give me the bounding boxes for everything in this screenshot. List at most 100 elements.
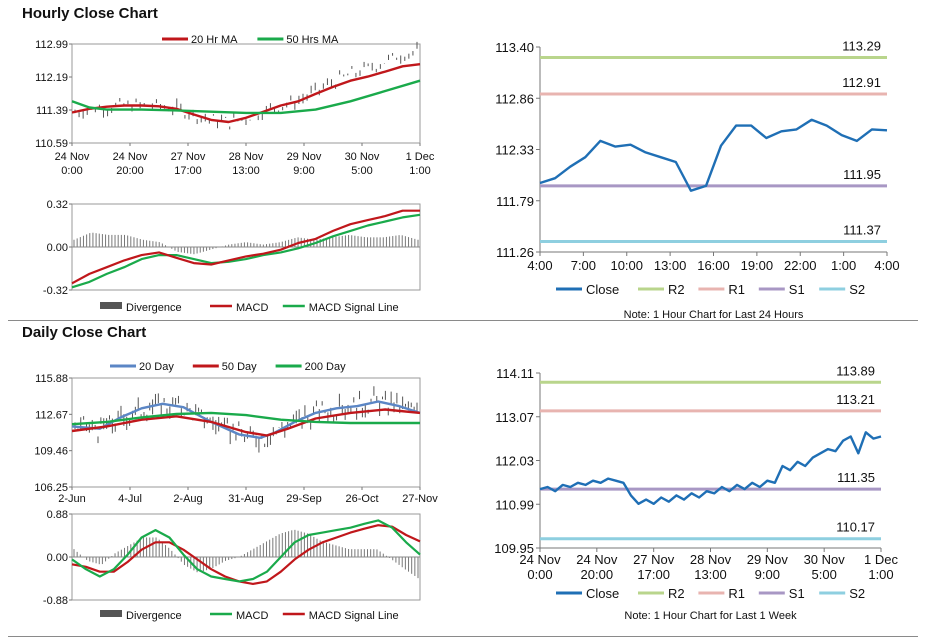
hourly-price-x-tick-label: 30 Nov [345,151,380,163]
hourly-close-x-tick-label: 10:00 [610,258,643,273]
daily-close-x-tick-label: 5:00 [812,567,837,582]
hourly-close-legend-label: S2 [849,282,865,297]
hourly-price-x-tick-label: 24 Nov [55,151,90,163]
hourly-price-legend-label: 50 Hrs MA [286,34,339,46]
daily-price-y-tick-label: 112.67 [35,409,68,421]
daily-price-x-tick-label: 4-Jul [118,493,142,505]
hourly-close-x-tick-label: 4:00 [527,258,552,273]
daily-close-x-tick-label: 20:00 [581,567,614,582]
hourly-close-legend-label: Close [586,282,619,297]
hourly-price-x-tick-label: 28 Nov [229,151,264,163]
hourly-macd-legend-label: MACD [236,302,268,314]
hourly-close-legend-label: R2 [668,282,685,297]
hourly-price-x-tick-label: 9:00 [293,165,314,177]
hourly-close-x-tick-label: 19:00 [741,258,774,273]
daily-close-y-tick-label: 109.95 [494,541,534,556]
daily-price-ma50-line [71,408,421,437]
daily-close-level-s1-label: 111.35 [837,470,875,485]
hourly-price-plot-frame [71,43,421,144]
hourly-section-title: Hourly Close Chart [22,5,158,22]
hourly-price-x-tick-label: 1:00 [409,165,430,177]
daily-close-y-tick-label: 113.07 [495,410,534,425]
hourly-close-x-tick-label: 13:00 [654,258,687,273]
hourly-price-y-tick-label: 110.59 [35,138,68,150]
daily-section-title: Daily Close Chart [22,324,147,341]
daily-close-x-tick-label: 0:00 [527,567,552,582]
daily-price-y-tick-label: 115.88 [35,373,68,385]
daily-close-y-tick-label: 114.11 [496,366,534,381]
daily-close-level-s2-label: 110.17 [836,520,875,535]
hourly-price-x-tick-label: 20:00 [116,165,144,177]
hourly-macd-legend-swatch [100,302,122,309]
daily-macd-macd-line [71,519,421,583]
daily-close-x-tick-label: 17:00 [637,567,670,582]
hourly-price-ma20-line [71,63,421,124]
daily-close-legend-label: S1 [789,586,805,601]
daily-price-x-tick-label: 2-Aug [173,493,202,505]
hourly-close-x-tick-label: 7:00 [571,258,596,273]
daily-macd-legend-label: MACD [236,610,268,622]
daily-close-level-r1-label: 113.21 [836,392,875,407]
hourly-price-x-tick-label: 17:00 [174,165,202,177]
hourly-price-x-tick-label: 1 Dec [406,151,435,163]
daily-close-note: Note: 1 Hour Chart for Last 1 Week [624,610,797,622]
daily-close-x-tick-label: 24 Nov [576,552,618,567]
hourly-price-legend-label: 20 Hr MA [191,34,238,46]
hourly-macd-y-tick-label: 0.32 [47,199,68,211]
hourly-close-x-tick-label: 22:00 [784,258,817,273]
hourly-macd-y-tick-label: -0.32 [43,285,68,297]
hourly-close-y-tick-label: 111.79 [496,194,534,209]
daily-close-x-tick-label: 13:00 [694,567,727,582]
daily-macd-legend-label: MACD Signal Line [309,610,399,622]
daily-close-y-tick-label: 110.99 [495,497,534,512]
daily-price-y-tick-label: 109.46 [34,446,68,458]
hourly-close-y-tick-label: 112.86 [495,91,534,106]
hourly-close-level-s2-label: 111.37 [843,222,881,237]
daily-price-x-tick-label: 29-Sep [286,493,321,505]
daily-price-x-tick-label: 26-Oct [345,493,378,505]
daily-price-x-tick-label: 31-Aug [228,493,263,505]
hourly-price-x-tick-label: 13:00 [232,165,260,177]
daily-close-x-tick-label: 1 Dec [864,552,898,567]
hourly-close-close-line [539,118,888,192]
hourly-close-x-tick-label: 1:00 [831,258,856,273]
hourly-macd-legend-label: Divergence [126,302,182,314]
hourly-close-level-r2-label: 113.29 [842,39,881,54]
daily-close-x-tick-label: 9:00 [755,567,780,582]
hourly-close-level-s1-label: 111.95 [843,167,881,182]
hourly-macd-macd-line [71,209,420,285]
hourly-price-ma50-line [71,79,421,115]
daily-close-close-line [539,431,882,505]
hourly-macd-legend-label: MACD Signal Line [309,302,399,314]
daily-close-legend-label: S2 [849,586,865,601]
hourly-close-y-tick-label: 112.33 [495,143,534,158]
hourly-price-x-tick-label: 5:00 [351,165,372,177]
section-divider [8,320,918,321]
daily-macd-signal-line [71,524,421,585]
daily-price-ma20-line [71,400,421,439]
hourly-close-level-r1-label: 112.91 [842,75,881,90]
daily-price-legend-label: 20 Day [139,361,174,373]
hourly-macd-y-tick-label: 0.00 [47,242,68,254]
daily-close-legend-label: R1 [728,586,745,601]
hourly-close-legend-label: R1 [728,282,745,297]
hourly-price-x-tick-label: 27 Nov [171,151,206,163]
hourly-close-x-tick-label: 4:00 [874,258,899,273]
daily-price-y-tick-label: 106.25 [34,482,68,494]
hourly-close-y-tick-label: 113.40 [495,40,534,55]
daily-macd-y-tick-label: 0.88 [47,509,68,521]
daily-price-x-tick-label: 27-Nov [402,493,438,505]
hourly-close-legend-label: S1 [789,282,805,297]
hourly-close-y-tick-label: 111.26 [496,245,534,260]
hourly-close-x-tick-label: 16:00 [697,258,730,273]
daily-close-legend-label: R2 [668,586,685,601]
daily-price-legend-label: 50 Day [222,361,257,373]
hourly-macd-signal-line [71,213,421,289]
daily-close-x-tick-label: 1:00 [868,567,893,582]
daily-price-legend-label: 200 Day [305,361,346,373]
bottom-divider [8,636,918,637]
hourly-price-y-tick-label: 112.19 [35,72,68,84]
daily-close-y-tick-label: 112.03 [495,454,534,469]
hourly-price-y-tick-label: 111.39 [36,105,68,117]
